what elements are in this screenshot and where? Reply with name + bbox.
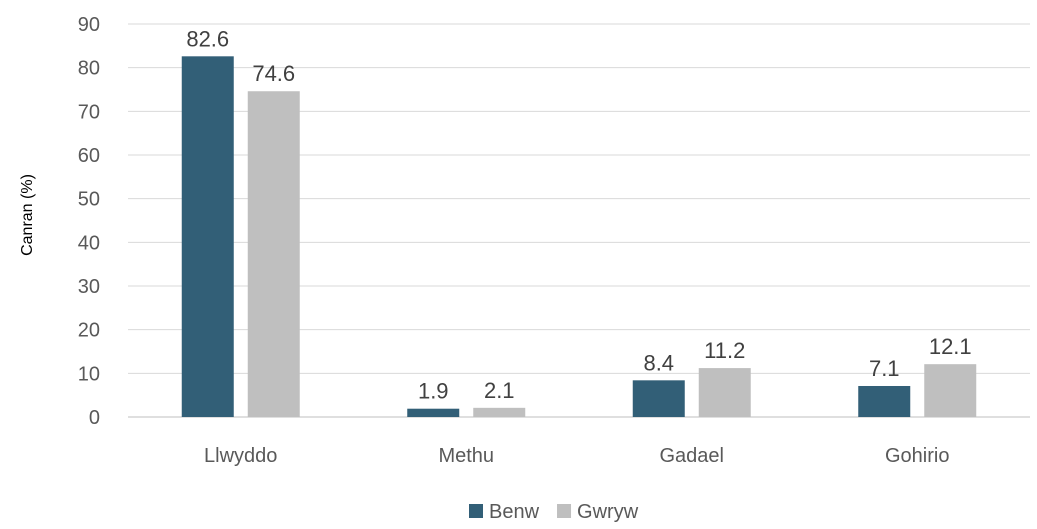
legend-swatch <box>557 504 572 518</box>
bar-gwryw-gohirio <box>924 364 977 417</box>
bar-benw-gadael <box>632 380 685 417</box>
data-labels: 82.6 74.6 1.9 2.1 8.4 11.2 7.1 12.1 <box>186 26 971 403</box>
x-tick-label: Methu <box>438 445 494 467</box>
data-label: 2.1 <box>484 378 515 403</box>
y-tick-label: 80 <box>78 58 100 80</box>
y-tick-label: 70 <box>78 101 100 123</box>
data-label: 12.1 <box>929 334 972 359</box>
data-label: 8.4 <box>643 350 674 375</box>
y-tick-label: 10 <box>78 363 100 385</box>
legend-label: Benw <box>489 501 540 523</box>
y-tick-label: 60 <box>78 145 100 167</box>
x-tick-label: Gadael <box>660 445 725 467</box>
x-axis-ticks: Llwyddo Methu Gadael Gohirio <box>204 445 949 467</box>
legend: Benw Gwryw <box>469 501 639 523</box>
bar-benw-llwyddo <box>181 56 234 418</box>
x-tick-label: Llwyddo <box>204 445 277 467</box>
bar-benw-methu <box>407 408 460 417</box>
x-tick-label: Gohirio <box>885 445 949 467</box>
data-label: 1.9 <box>418 379 449 404</box>
y-tick-label: 90 <box>78 14 100 36</box>
data-label: 7.1 <box>869 356 900 381</box>
y-tick-label: 20 <box>78 320 100 342</box>
legend-swatch <box>469 504 483 518</box>
y-axis-ticks: 0 10 20 30 40 50 60 70 80 90 <box>78 14 100 429</box>
y-tick-label: 40 <box>78 232 100 254</box>
legend-label: Gwryw <box>577 501 639 523</box>
bar-benw-gohirio <box>858 385 911 417</box>
y-tick-label: 30 <box>78 276 100 298</box>
bar-gwryw-llwyddo <box>247 91 300 417</box>
y-tick-label: 50 <box>78 189 100 211</box>
data-label: 74.6 <box>252 61 295 86</box>
data-label: 82.6 <box>186 26 229 51</box>
data-label: 11.2 <box>704 338 745 363</box>
bar-gwryw-gadael <box>698 368 751 417</box>
bar-gwryw-methu <box>473 407 526 417</box>
bars <box>181 56 977 418</box>
y-axis-title: Canran (%) <box>19 174 36 256</box>
y-tick-label: 0 <box>89 407 100 429</box>
